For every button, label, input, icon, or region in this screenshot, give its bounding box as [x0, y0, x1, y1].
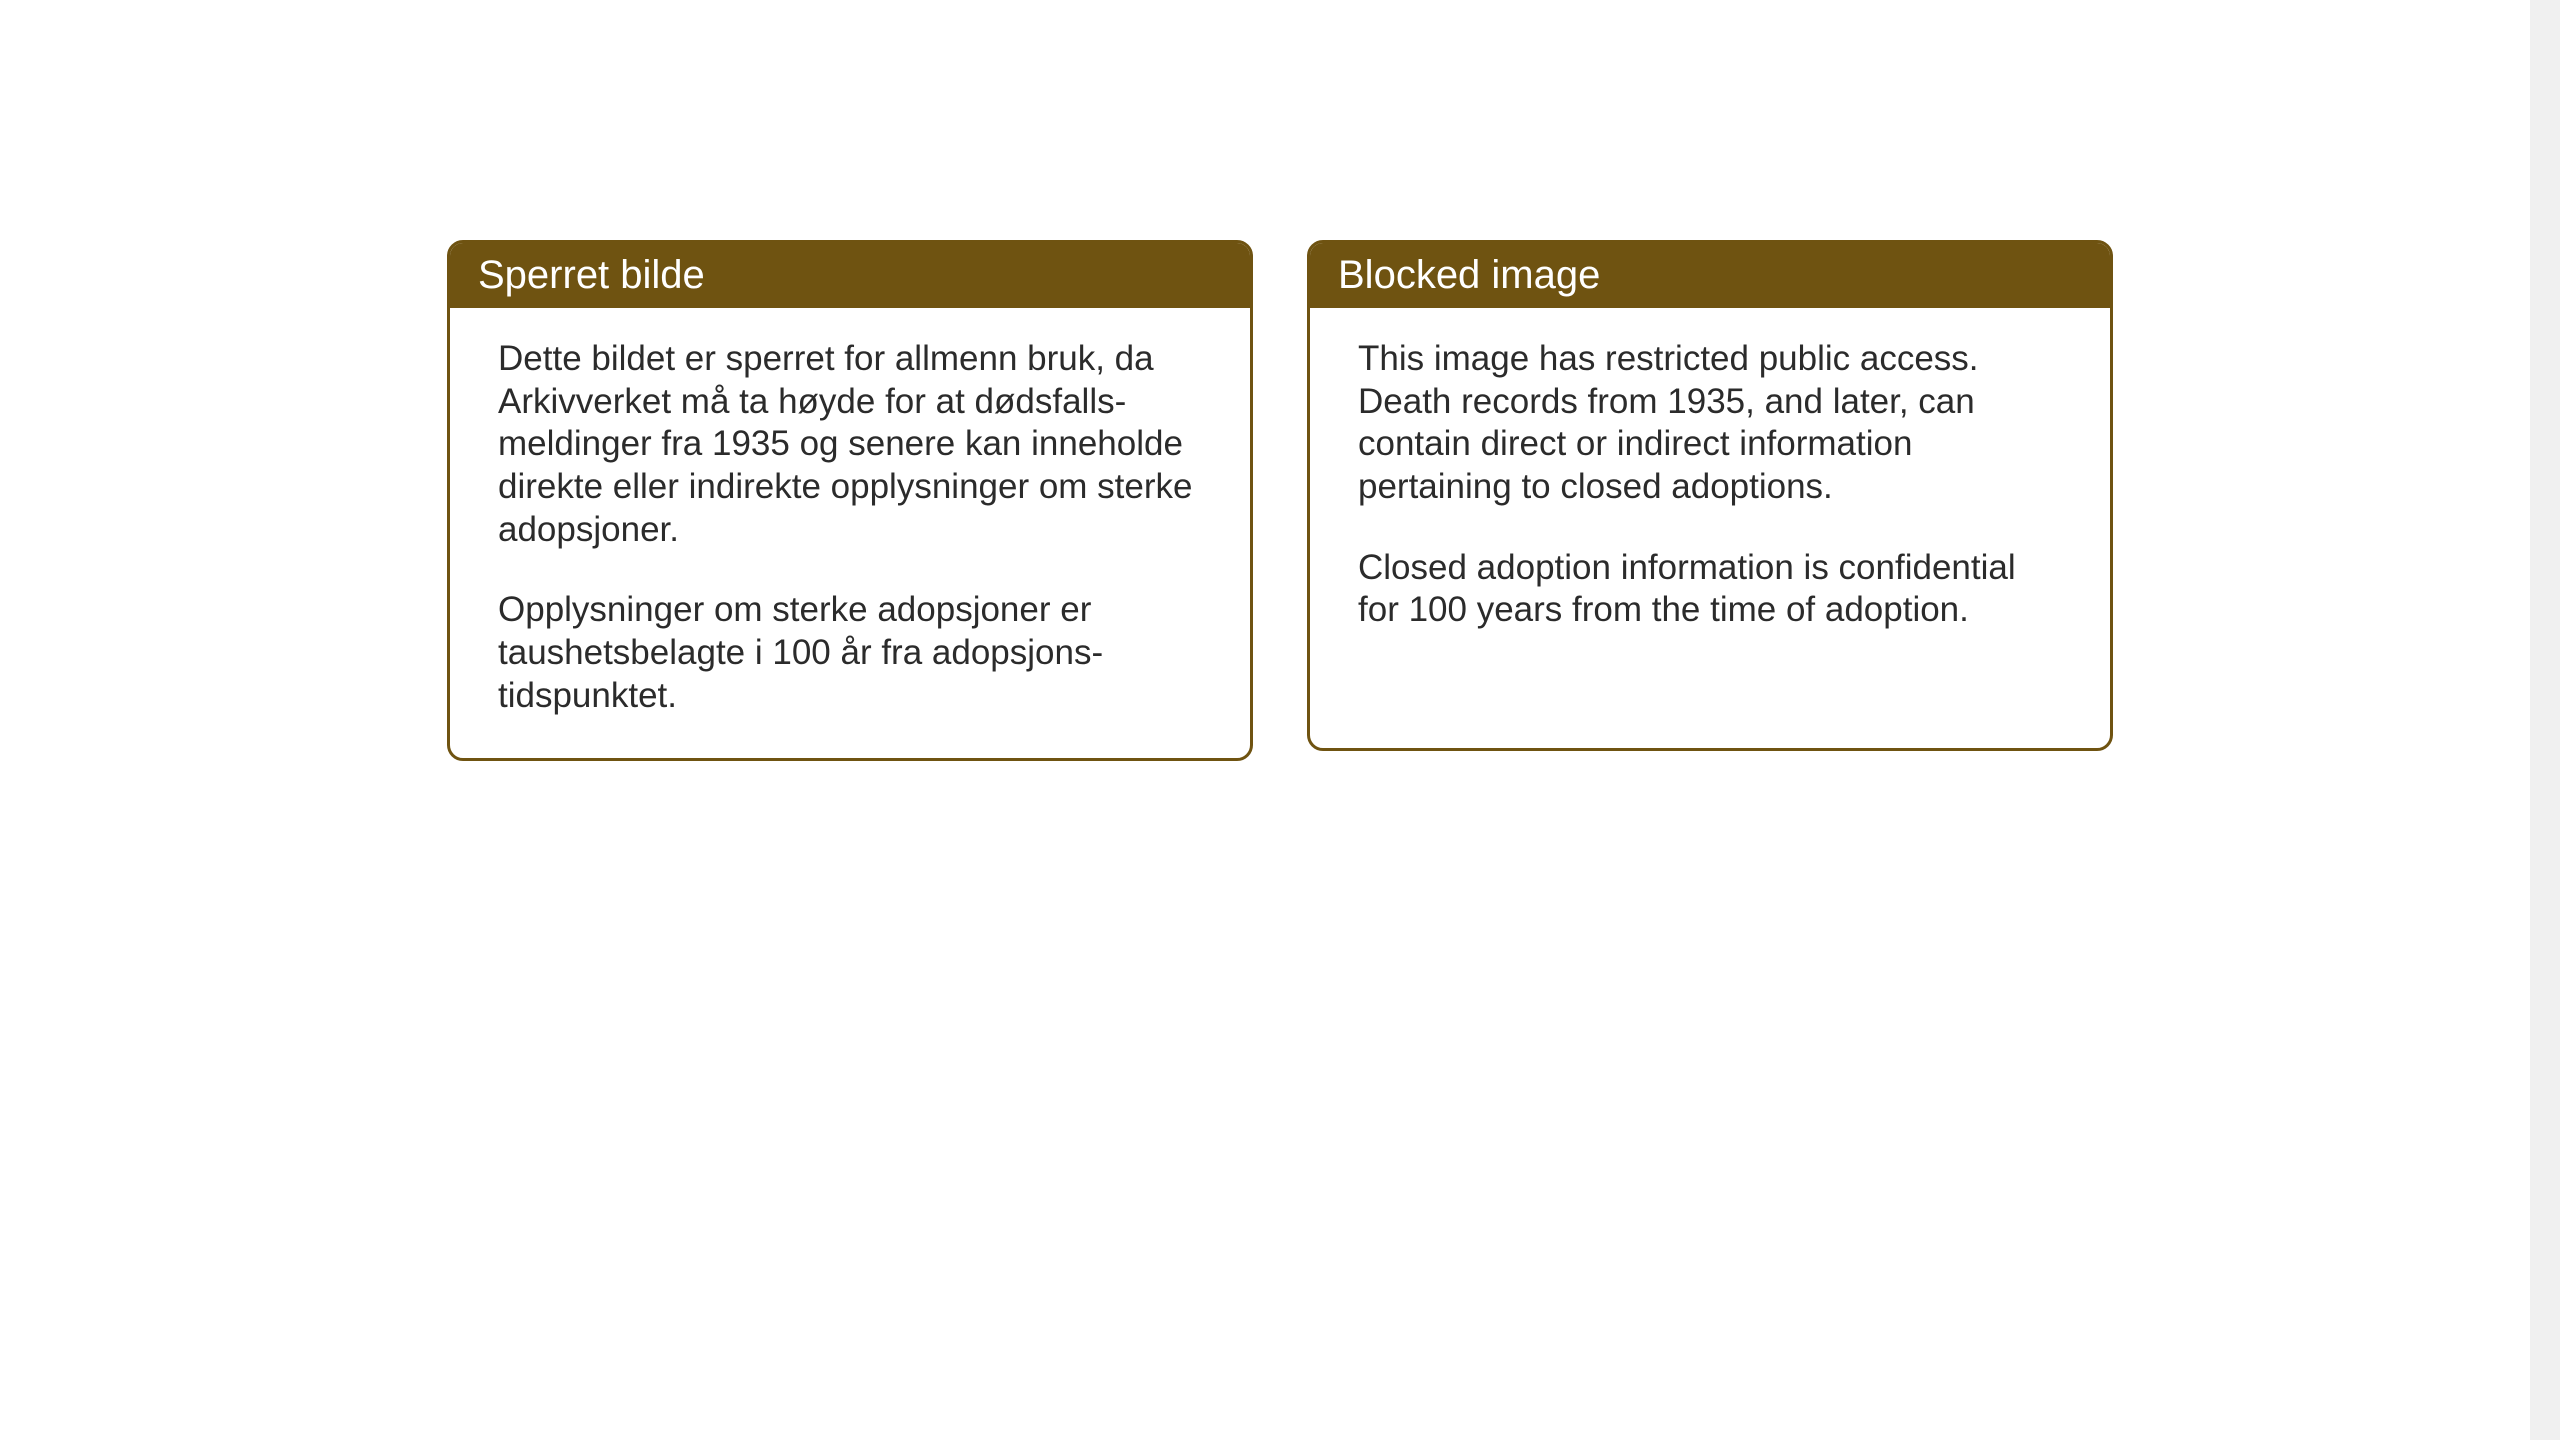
notice-box-english: Blocked image This image has restricted …	[1307, 240, 2113, 751]
notice-paragraph-2-norwegian: Opplysninger om sterke adopsjoner er tau…	[498, 589, 1202, 717]
notice-body-norwegian: Dette bildet er sperret for allmenn bruk…	[450, 308, 1250, 758]
notice-container: Sperret bilde Dette bildet er sperret fo…	[447, 240, 2113, 761]
notice-title-norwegian: Sperret bilde	[478, 253, 705, 297]
notice-header-norwegian: Sperret bilde	[450, 243, 1250, 308]
notice-paragraph-2-english: Closed adoption information is confident…	[1358, 547, 2062, 632]
notice-box-norwegian: Sperret bilde Dette bildet er sperret fo…	[447, 240, 1253, 761]
notice-paragraph-1-english: This image has restricted public access.…	[1358, 338, 2062, 509]
notice-paragraph-1-norwegian: Dette bildet er sperret for allmenn bruk…	[498, 338, 1202, 551]
scrollbar-track[interactable]	[2530, 0, 2560, 1440]
notice-body-english: This image has restricted public access.…	[1310, 308, 2110, 672]
notice-title-english: Blocked image	[1338, 253, 1600, 297]
notice-header-english: Blocked image	[1310, 243, 2110, 308]
